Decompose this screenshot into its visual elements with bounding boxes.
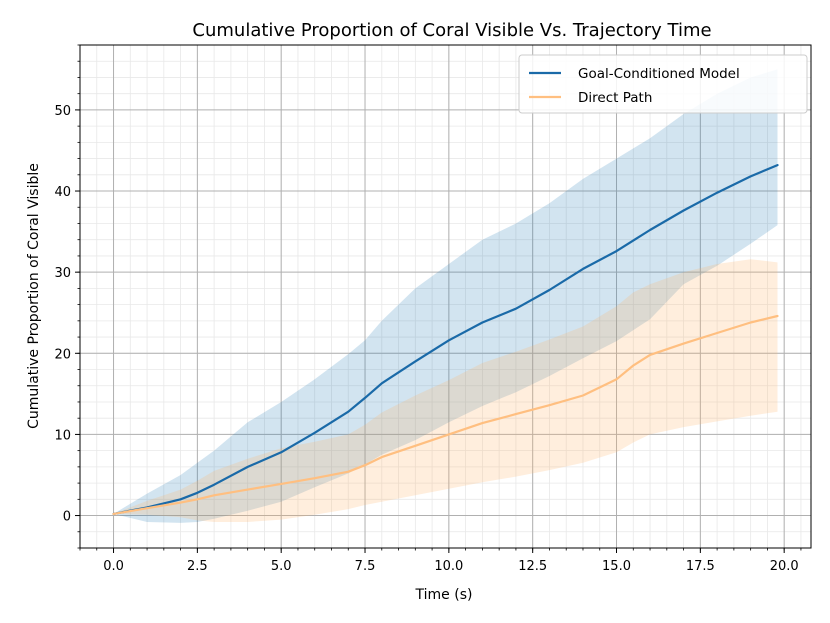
axes-frame	[79, 44, 812, 549]
x-tick-label: 12.5	[518, 559, 547, 574]
y-tick-label: 40	[54, 185, 71, 200]
y-tick-label: 0	[63, 510, 71, 525]
legend-label-goal-conditioned-model: Goal-Conditioned Model	[578, 66, 740, 82]
y-tick-label: 10	[54, 428, 71, 443]
x-axis-label: Time (s)	[415, 587, 473, 603]
x-tick-label: 15.0	[602, 559, 631, 574]
x-tick-label: 0.0	[103, 559, 124, 574]
series-line-goal-conditioned-model	[112, 164, 779, 516]
y-tick-label: 20	[54, 347, 71, 362]
y-axis-label: Cumulative Proportion of Coral Visible	[26, 163, 42, 429]
x-tick-label: 7.5	[355, 559, 376, 574]
plot-area: 0.0 2.5 5.0 7.5 10.0 12.5 15.0 17.5 20.0 0 10 20 30 4…	[54, 44, 812, 574]
legend: Goal-Conditioned Model Direct Path	[518, 54, 808, 114]
y-tick-label: 30	[54, 266, 71, 281]
x-tick-label: 10.0	[434, 559, 463, 574]
x-tick-label: 20.0	[770, 559, 799, 574]
series-line-direct-path	[112, 314, 779, 516]
y-tick-label: 50	[54, 104, 71, 119]
legend-label-direct-path: Direct Path	[578, 90, 652, 106]
x-tick-label: 5.0	[271, 559, 292, 574]
confidence-band-direct-path	[113, 259, 778, 522]
legend-box	[518, 54, 808, 114]
chart-title: Cumulative Proportion of Coral Visible V…	[192, 20, 711, 41]
confidence-band-goal-conditioned-model	[113, 69, 778, 523]
x-tick-label: 2.5	[187, 559, 208, 574]
x-tick-label: 17.5	[686, 559, 715, 574]
